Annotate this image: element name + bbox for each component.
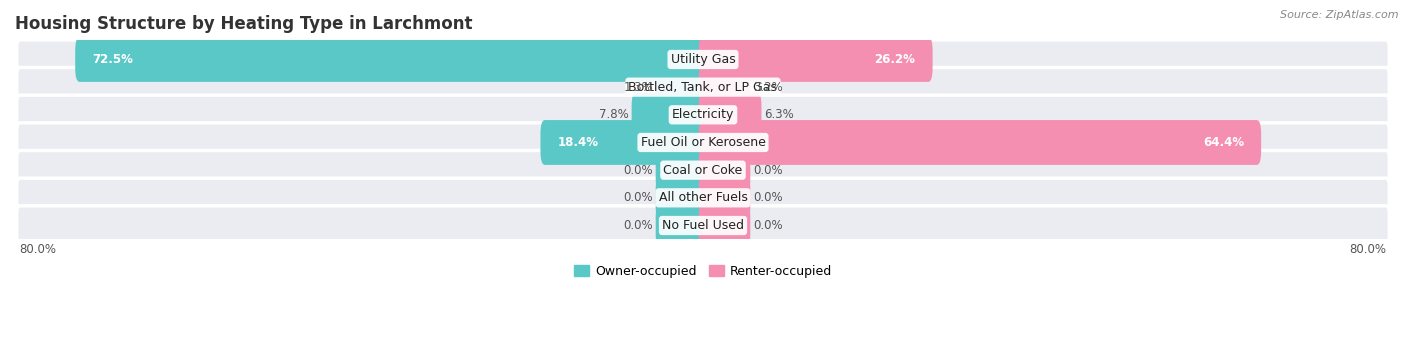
Text: 1.3%: 1.3% xyxy=(623,81,654,94)
FancyBboxPatch shape xyxy=(699,37,932,82)
Text: 0.0%: 0.0% xyxy=(623,191,654,204)
FancyBboxPatch shape xyxy=(17,150,1389,190)
Text: 7.8%: 7.8% xyxy=(599,108,628,121)
Text: 0.0%: 0.0% xyxy=(752,191,783,204)
Text: 18.4%: 18.4% xyxy=(558,136,599,149)
Legend: Owner-occupied, Renter-occupied: Owner-occupied, Renter-occupied xyxy=(568,260,838,283)
FancyBboxPatch shape xyxy=(17,68,1389,107)
Text: 72.5%: 72.5% xyxy=(93,53,134,66)
Text: 0.0%: 0.0% xyxy=(752,219,783,232)
Text: Housing Structure by Heating Type in Larchmont: Housing Structure by Heating Type in Lar… xyxy=(15,15,472,33)
Text: 0.0%: 0.0% xyxy=(752,164,783,177)
Text: Source: ZipAtlas.com: Source: ZipAtlas.com xyxy=(1281,10,1399,20)
FancyBboxPatch shape xyxy=(17,178,1389,218)
Text: 26.2%: 26.2% xyxy=(875,53,915,66)
FancyBboxPatch shape xyxy=(699,148,751,193)
Text: 3.2%: 3.2% xyxy=(752,81,783,94)
FancyBboxPatch shape xyxy=(75,37,707,82)
FancyBboxPatch shape xyxy=(17,40,1389,79)
Text: 0.0%: 0.0% xyxy=(623,164,654,177)
Text: No Fuel Used: No Fuel Used xyxy=(662,219,744,232)
FancyBboxPatch shape xyxy=(17,206,1389,245)
FancyBboxPatch shape xyxy=(540,120,707,165)
FancyBboxPatch shape xyxy=(699,175,751,220)
Text: 80.0%: 80.0% xyxy=(1350,243,1386,256)
Text: 64.4%: 64.4% xyxy=(1202,136,1244,149)
FancyBboxPatch shape xyxy=(699,92,762,137)
FancyBboxPatch shape xyxy=(655,65,707,109)
Text: Fuel Oil or Kerosene: Fuel Oil or Kerosene xyxy=(641,136,765,149)
FancyBboxPatch shape xyxy=(17,123,1389,162)
Text: 6.3%: 6.3% xyxy=(763,108,794,121)
Text: Bottled, Tank, or LP Gas: Bottled, Tank, or LP Gas xyxy=(628,81,778,94)
FancyBboxPatch shape xyxy=(655,175,707,220)
Text: All other Fuels: All other Fuels xyxy=(658,191,748,204)
FancyBboxPatch shape xyxy=(655,203,707,248)
FancyBboxPatch shape xyxy=(655,148,707,193)
FancyBboxPatch shape xyxy=(17,95,1389,134)
FancyBboxPatch shape xyxy=(699,65,751,109)
FancyBboxPatch shape xyxy=(699,120,1261,165)
Text: 0.0%: 0.0% xyxy=(623,219,654,232)
Text: Electricity: Electricity xyxy=(672,108,734,121)
Text: 80.0%: 80.0% xyxy=(20,243,56,256)
Text: Coal or Coke: Coal or Coke xyxy=(664,164,742,177)
FancyBboxPatch shape xyxy=(631,92,707,137)
Text: Utility Gas: Utility Gas xyxy=(671,53,735,66)
FancyBboxPatch shape xyxy=(699,203,751,248)
